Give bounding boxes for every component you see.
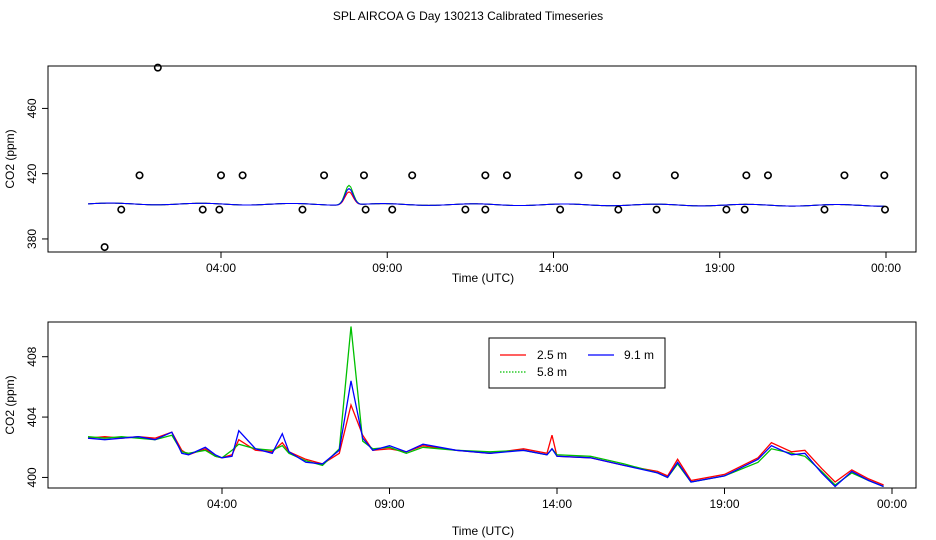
top-point xyxy=(880,171,889,180)
bottom-plot-frame xyxy=(47,321,917,489)
top-point xyxy=(481,205,490,214)
top-point xyxy=(502,171,511,180)
top-series-group xyxy=(87,184,885,207)
top-point xyxy=(881,205,890,214)
top-plot-frame xyxy=(47,65,917,253)
top-point xyxy=(763,171,772,180)
top-point xyxy=(117,205,126,214)
bottom-x-axis-label: Time (UTC) xyxy=(452,524,514,538)
bottom-line-91 xyxy=(87,380,884,488)
legend: 2.5 m 9.1 m 5.8 m xyxy=(488,337,666,389)
top-point xyxy=(612,171,621,180)
top-point xyxy=(481,171,490,180)
bottom-x-tick-label: 00:00 xyxy=(877,497,907,511)
bottom-y-axis-label: CO2 (ppm) xyxy=(3,375,17,434)
top-point xyxy=(320,171,329,180)
legend-label-9-1m: 9.1 m xyxy=(624,348,654,362)
top-points-group xyxy=(100,63,890,252)
legend-label-2-5m: 2.5 m xyxy=(537,348,567,362)
top-y-tick-label: 420 xyxy=(25,163,39,183)
top-point xyxy=(574,171,583,180)
top-axes-group: 04:00 09:00 14:00 19:00 00:00 380 420 460 xyxy=(25,98,901,275)
top-point xyxy=(670,171,679,180)
bottom-line-25 xyxy=(87,402,884,486)
bottom-y-tick-label: 408 xyxy=(25,346,39,366)
top-point xyxy=(215,205,224,214)
top-point xyxy=(408,171,417,180)
top-point xyxy=(742,171,751,180)
legend-box xyxy=(488,337,666,389)
top-point xyxy=(100,243,109,252)
top-point xyxy=(217,171,226,180)
bottom-y-tick-label: 404 xyxy=(25,407,39,427)
top-point xyxy=(238,171,247,180)
top-point xyxy=(840,171,849,180)
top-x-tick-label: 14:00 xyxy=(538,261,568,275)
top-y-tick-label: 460 xyxy=(25,98,39,118)
top-point xyxy=(820,205,829,214)
top-point xyxy=(153,63,162,72)
legend-label-5-8m: 5.8 m xyxy=(537,365,567,379)
top-point xyxy=(359,171,368,180)
top-point xyxy=(652,205,661,214)
top-point xyxy=(388,205,397,214)
top-point xyxy=(135,171,144,180)
bottom-x-tick-label: 04:00 xyxy=(207,497,237,511)
top-point xyxy=(740,205,749,214)
top-point xyxy=(298,205,307,214)
top-line-91 xyxy=(87,187,885,207)
top-point xyxy=(361,205,370,214)
top-point xyxy=(556,205,565,214)
top-x-tick-label: 19:00 xyxy=(705,261,735,275)
bottom-x-tick-label: 09:00 xyxy=(374,497,404,511)
top-point xyxy=(461,205,470,214)
top-point xyxy=(722,205,731,214)
top-x-tick-label: 09:00 xyxy=(372,261,402,275)
bottom-x-tick-label: 19:00 xyxy=(709,497,739,511)
bottom-x-tick-label: 14:00 xyxy=(542,497,572,511)
bottom-series-group xyxy=(87,326,884,488)
top-x-tick-label: 04:00 xyxy=(206,261,236,275)
top-x-tick-label: 00:00 xyxy=(871,261,901,275)
chart-title: SPL AIRCOA G Day 130213 Calibrated Times… xyxy=(332,9,604,23)
top-point xyxy=(198,205,207,214)
top-point xyxy=(614,205,623,214)
bottom-y-tick-label: 400 xyxy=(25,467,39,487)
top-y-axis-label: CO2 (ppm) xyxy=(3,129,17,188)
bottom-axes-group: 04:00 09:00 14:00 19:00 00:00 400 404 408 xyxy=(25,346,907,511)
bottom-line-58 xyxy=(87,326,884,488)
top-x-axis-label: Time (UTC) xyxy=(452,271,514,285)
top-y-tick-label: 380 xyxy=(25,229,39,249)
